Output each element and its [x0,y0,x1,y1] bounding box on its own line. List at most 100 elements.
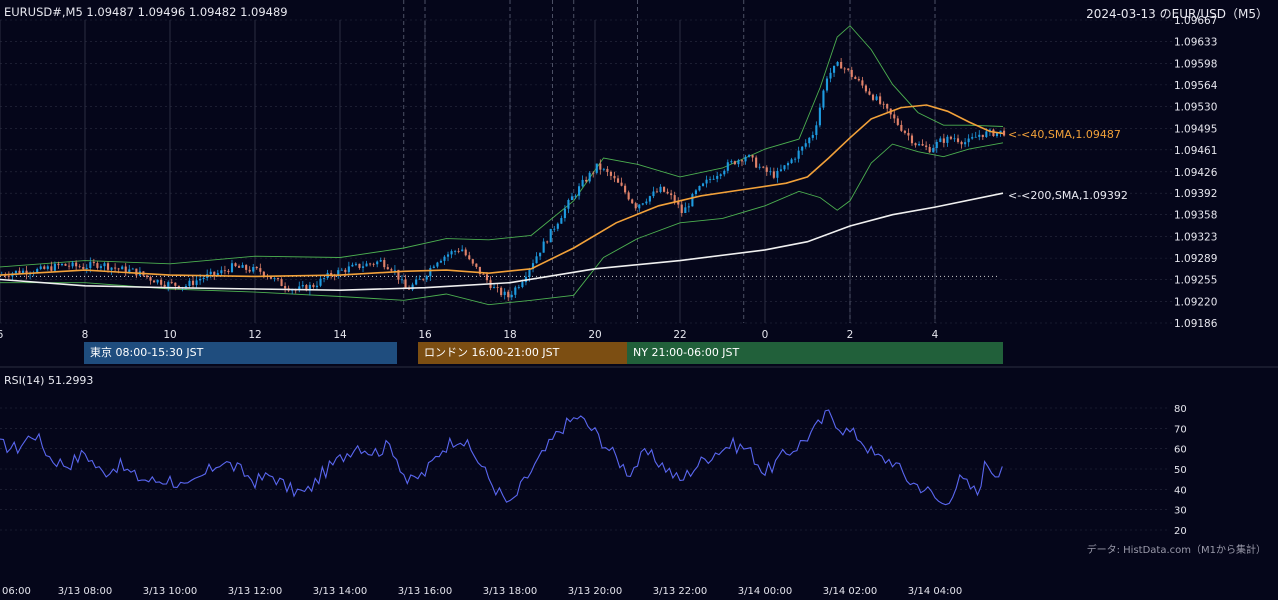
candle-bear [344,269,347,273]
session-tokyo: 東京 08:00-15:30 JST [84,342,397,364]
candle-bull [542,241,545,253]
candle-bear [616,178,620,183]
candle-bear [284,286,287,289]
candle-bull [932,148,935,153]
candle-bull [726,162,729,171]
candle-bull [645,201,648,204]
candle-bull [985,131,988,137]
candle-bear [871,94,875,100]
candle-bull [801,146,804,151]
candle-bear [422,278,425,280]
candle-bull [971,137,974,139]
candle-bear [500,287,503,296]
time-tick-label: 8 [82,329,89,341]
candle-bull [71,262,74,267]
candle-bear [903,130,906,133]
candle-bear [546,241,549,243]
candle-bear [507,291,510,298]
candle-bear [50,266,53,271]
candle-bull [443,256,446,261]
candle-bull [779,169,782,171]
candle-bear [740,160,744,162]
candle-bear [280,279,283,287]
candle-bull [652,191,655,197]
candle-bear [620,182,623,186]
candle-bear [733,161,736,165]
candle-bear [864,85,867,92]
candle-bear [170,282,173,283]
session-london: ロンドン 16:00-21:00 JST [418,342,627,364]
candle-bull [698,185,701,191]
candle-bull [567,200,570,209]
candle-bear [762,166,765,168]
price-tick-label: 1.09598 [1174,58,1217,70]
candle-bear [135,268,138,276]
candle-bear [847,68,850,70]
candle-bear [64,263,67,266]
rsi-tick-label: 70 [1174,424,1187,435]
candle-bull [521,282,524,288]
candle-bull [195,280,198,285]
candle-bull [815,125,818,136]
candle-bull [574,195,577,197]
price-tick-label: 1.09323 [1174,232,1217,244]
candle-bull [588,172,591,182]
candle-bull [758,166,761,168]
candle-bull [790,159,793,164]
bottom-time-label: 3/13 20:00 [568,586,622,597]
bottom-time-label: 3/14 02:00 [823,586,877,597]
candle-bear [751,155,754,158]
candle-bear [227,270,230,273]
candle-bear [397,269,400,280]
candle-bear [861,80,864,86]
candle-bear [471,259,474,264]
candle-bear [478,266,481,274]
candle-bear [75,262,78,267]
candle-bull [531,263,535,270]
candle-bull [723,170,726,175]
candle-bear [850,69,853,77]
candle-bull [493,287,496,289]
candle-bear [910,135,914,144]
candle-bull [822,90,825,108]
candle-bull [829,72,832,79]
candle-bull [436,262,439,267]
candle-bear [606,168,609,172]
candle-bear [106,263,110,270]
candle-bear [305,285,308,291]
candle-bear [921,144,924,146]
sma200-annotation: <-<200,SMA,1.09392 [1008,189,1128,202]
candle-bull [39,266,42,269]
candle-bull [836,61,839,66]
price-tick-label: 1.09495 [1174,123,1217,135]
candle-bull [659,186,662,192]
candle-bear [755,157,758,168]
bollinger-upper-line [0,25,1004,268]
candle-bear [92,262,95,264]
candle-bull [935,141,938,149]
candle-bull [535,256,538,264]
candle-bull [99,266,102,268]
candle-bull [411,284,414,290]
candle-bull [560,218,563,224]
candle-bear [383,260,386,268]
candle-bull [361,266,365,268]
candle-bear [7,275,10,277]
candle-bear [879,96,882,104]
candle-bull [744,156,747,162]
candle-bull [354,263,357,265]
candle-bear [613,175,616,179]
candle-bull [347,266,350,273]
candle-bull [89,262,92,269]
candle-bear [464,249,467,256]
candle-bull [429,267,432,277]
candle-bull [553,228,556,230]
candle-bear [245,265,248,270]
bottom-time-label: 3/13 10:00 [143,586,197,597]
candle-bear [390,269,393,271]
rsi-panel: 80 70 60 50 40 30 20 06:00 3/13 08:00 3/13 10:00 3… [0,404,1187,597]
candle-bear [248,269,251,272]
candle-bull [308,284,311,291]
candle-bull [351,264,354,267]
